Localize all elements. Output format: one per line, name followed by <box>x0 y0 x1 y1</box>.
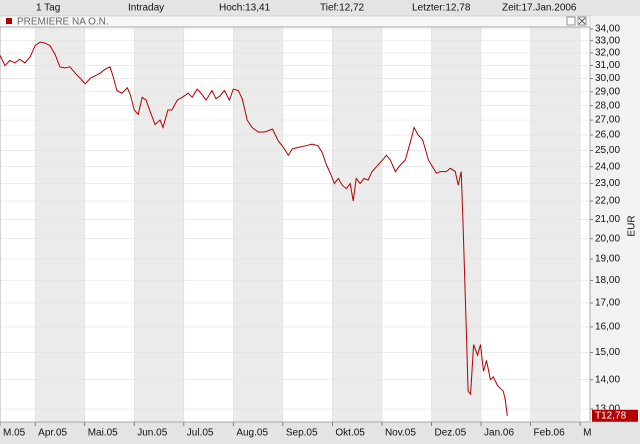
toolbar-item: Zeit:17.Jan.2006 <box>502 3 577 14</box>
x-tick-label: Feb.06 <box>534 428 566 439</box>
x-tick-label: Mai.05 <box>88 428 118 439</box>
y-tick-label: 14,00 <box>595 374 620 385</box>
y-tick-label: 25,00 <box>595 145 620 156</box>
y-tick-label: 29,00 <box>595 86 620 97</box>
y-tick-label: 22,00 <box>595 196 620 207</box>
y-tick-label: 30,00 <box>595 73 620 84</box>
last-price-label: T12,78 <box>595 410 627 421</box>
x-tick-label: Jul.05 <box>187 428 214 439</box>
x-tick-label: Sep.05 <box>286 428 318 439</box>
x-tick-label: Okt.05 <box>335 428 365 439</box>
month-band <box>134 27 184 422</box>
month-band <box>431 27 482 422</box>
x-axis-band <box>0 422 640 444</box>
x-tick-label: Jun.05 <box>137 428 167 439</box>
y-tick-label: 21,00 <box>595 214 620 225</box>
x-tick-label: Jan.06 <box>484 428 514 439</box>
y-tick-label: 15,00 <box>595 347 620 358</box>
y-tick-label: 26,00 <box>595 130 620 141</box>
y-axis-label: EUR <box>627 215 638 236</box>
y-tick-label: 27,00 <box>595 115 620 126</box>
toolbar-item: Hoch:13,41 <box>219 3 271 14</box>
price-line <box>0 41 508 416</box>
y-tick-label: 24,00 <box>595 161 620 172</box>
month-band <box>35 27 85 422</box>
y-tick-label: 18,00 <box>595 275 620 286</box>
x-tick-label: Apr.05 <box>38 428 67 439</box>
y-tick-label: 20,00 <box>595 233 620 244</box>
x-tick-label: Dez.05 <box>434 428 466 439</box>
month-band <box>332 27 382 422</box>
month-band <box>233 27 283 422</box>
toolbar-bar <box>0 0 640 16</box>
x-tick-label: Nov.05 <box>385 428 416 439</box>
toolbar-item: 1 Tag <box>36 3 60 14</box>
y-tick-label: 19,00 <box>595 254 620 265</box>
title-icon <box>6 18 12 24</box>
y-tick-label: 23,00 <box>595 178 620 189</box>
y-tick-label: 32,00 <box>595 48 620 59</box>
y-tick-label: 31,00 <box>595 60 620 71</box>
y-tick-label: 16,00 <box>595 322 620 333</box>
y-tick-label: 13,00 <box>595 404 620 415</box>
x-tick-label: Aug.05 <box>236 428 268 439</box>
x-tick-label: M.05 <box>3 428 26 439</box>
plot-background <box>0 27 590 422</box>
toolbar-item: Letzter:12,78 <box>412 3 471 14</box>
last-price-box <box>592 409 638 422</box>
y-tick-label: 34,00 <box>595 24 620 35</box>
x-tick-label: M <box>583 428 591 439</box>
window-button[interactable] <box>566 16 576 26</box>
toolbar-item: Intraday <box>128 3 164 14</box>
chart-title: PREMIERE NA O.N. <box>17 17 109 28</box>
toolbar-item: Tief:12,72 <box>320 3 365 14</box>
plot-frame <box>0 26 591 423</box>
close-icon <box>578 17 586 25</box>
y-tick-label: 17,00 <box>595 298 620 309</box>
month-band <box>530 27 581 422</box>
y-tick-label: 33,00 <box>595 35 620 46</box>
y-tick-label: 28,00 <box>595 100 620 111</box>
